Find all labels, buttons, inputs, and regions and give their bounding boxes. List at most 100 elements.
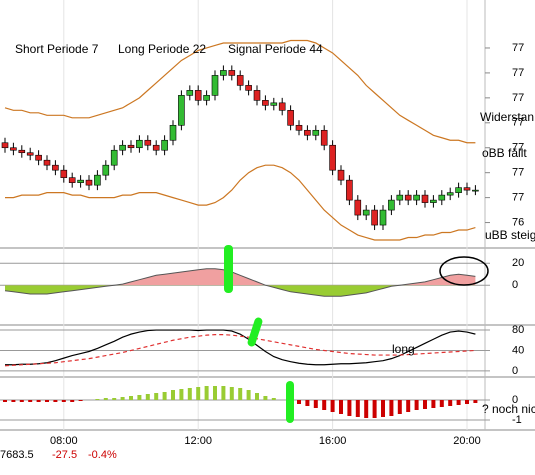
candle-body bbox=[329, 144, 336, 171]
histogram-bar bbox=[414, 400, 419, 410]
highlight-ellipse bbox=[439, 256, 489, 286]
histogram-bar bbox=[448, 400, 453, 406]
indicator-label: Long Periode 22 bbox=[118, 42, 206, 56]
histogram-bar bbox=[95, 399, 100, 400]
candle-body bbox=[472, 189, 479, 192]
histogram-bar bbox=[70, 400, 75, 402]
candle-body bbox=[430, 199, 437, 203]
histogram-bar bbox=[431, 400, 436, 408]
marks: 08:00 12:00 16:00 20:00 76 77 77 77 77 77 77 77 0 20 0… bbox=[0, 0, 524, 447]
candle-body bbox=[253, 90, 261, 101]
x-tick-label: 16:00 bbox=[319, 435, 347, 447]
candle-body bbox=[110, 149, 118, 166]
highlight bbox=[286, 381, 294, 423]
candle-body bbox=[194, 90, 202, 101]
candle-body bbox=[203, 95, 210, 101]
histogram-bar bbox=[45, 400, 49, 402]
histogram-bar bbox=[154, 393, 159, 400]
candle-body bbox=[220, 70, 227, 76]
histogram-bar bbox=[213, 386, 217, 400]
histogram-bar bbox=[103, 398, 108, 400]
candle-body bbox=[77, 179, 84, 183]
y-tick-label: -1 bbox=[512, 414, 522, 426]
annotation: long bbox=[392, 342, 415, 356]
candle-body bbox=[413, 194, 420, 201]
y-tick-label: 0 bbox=[512, 279, 518, 291]
last-price: 7683.5 bbox=[0, 449, 34, 461]
histogram-bar bbox=[145, 394, 150, 400]
candle-body bbox=[245, 85, 252, 91]
area-negative bbox=[5, 285, 400, 297]
candle-body bbox=[119, 144, 126, 151]
candle-body bbox=[102, 164, 110, 176]
histogram-bar bbox=[372, 400, 377, 418]
y-tick-label: 77 bbox=[512, 42, 524, 54]
candle-body bbox=[186, 90, 194, 96]
histogram-bar bbox=[456, 400, 461, 405]
y-tick-label: 77 bbox=[512, 117, 524, 129]
candle-body bbox=[68, 177, 76, 183]
histogram-bar bbox=[36, 400, 41, 402]
candle-body bbox=[463, 187, 471, 191]
candle-body bbox=[379, 209, 387, 226]
candle-body bbox=[438, 194, 446, 201]
candle-body bbox=[404, 194, 412, 201]
candle-body bbox=[228, 70, 236, 76]
candle-body bbox=[287, 110, 294, 126]
candle-body bbox=[421, 194, 429, 203]
histogram-bar bbox=[28, 400, 33, 402]
histogram-bar bbox=[322, 400, 327, 410]
histogram-bar bbox=[255, 393, 259, 400]
histogram-bar bbox=[246, 390, 251, 400]
annotation: oBB fällt bbox=[482, 146, 527, 160]
y-tick-label: 77 bbox=[512, 142, 524, 154]
candle-body bbox=[354, 199, 362, 216]
candle-body bbox=[312, 129, 320, 136]
candle-body bbox=[362, 209, 370, 216]
candle-body bbox=[52, 164, 59, 171]
histogram-bar bbox=[229, 387, 234, 400]
oscillator-line bbox=[4, 334, 476, 367]
candle-body bbox=[144, 139, 152, 146]
candle-body bbox=[10, 147, 17, 151]
change: -27.5 bbox=[52, 449, 77, 461]
x-tick-label: 08:00 bbox=[50, 435, 78, 447]
area-positive bbox=[5, 268, 476, 286]
y-tick-label: 77 bbox=[512, 92, 524, 104]
highlight bbox=[224, 245, 233, 293]
histogram-bar bbox=[339, 400, 343, 414]
histogram-bar bbox=[204, 386, 209, 400]
y-tick-label: 40 bbox=[512, 344, 524, 356]
histogram-bar bbox=[263, 396, 268, 400]
candle-body bbox=[161, 139, 168, 151]
candle-body bbox=[337, 169, 345, 181]
candle-body bbox=[262, 100, 269, 106]
histogram-bar bbox=[11, 400, 16, 402]
highlight bbox=[247, 317, 263, 347]
histogram-bar bbox=[137, 395, 142, 400]
candle-body bbox=[35, 154, 42, 161]
histogram-bar bbox=[171, 390, 175, 400]
change-percent: -0.4% bbox=[88, 449, 117, 461]
candle-body bbox=[85, 179, 93, 186]
x-tick-label: 20:00 bbox=[453, 435, 481, 447]
annotation: Widerstan bbox=[480, 110, 534, 124]
candle-body bbox=[446, 192, 454, 196]
band-line bbox=[5, 164, 476, 241]
histogram-bar bbox=[221, 386, 226, 400]
histogram-bar bbox=[330, 400, 335, 412]
histogram-bar bbox=[364, 400, 369, 418]
histogram-bar bbox=[389, 400, 394, 416]
histogram-bar bbox=[162, 392, 167, 400]
candle-body bbox=[136, 139, 143, 149]
oscillator-line bbox=[5, 329, 476, 366]
candle-body bbox=[304, 129, 311, 136]
candle-body bbox=[388, 199, 395, 211]
histogram-bar bbox=[473, 400, 478, 403]
oscillator-line bbox=[4, 268, 476, 297]
histogram-bar bbox=[129, 396, 133, 400]
candle-body bbox=[396, 194, 404, 201]
histogram-bar bbox=[406, 400, 411, 412]
candle-body bbox=[43, 159, 51, 166]
